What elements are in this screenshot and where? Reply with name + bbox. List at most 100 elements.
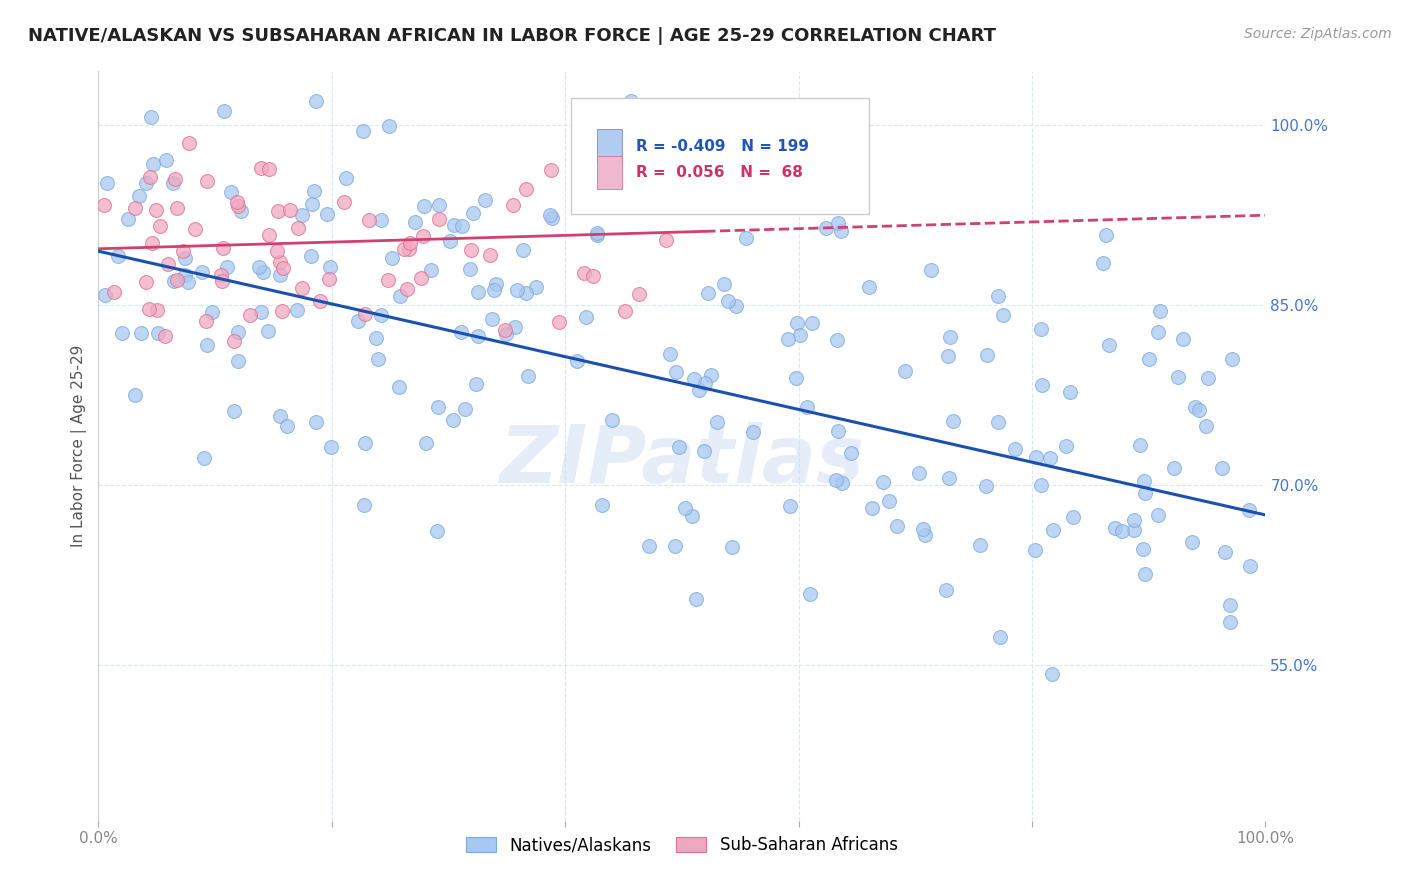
Point (194, 314, 217, 328)
Point (893, 364, 915, 378)
Point (184, 222, 207, 236)
Point (658, 346, 681, 360)
Point (720, 541, 742, 555)
Point (451, 219, 474, 233)
Point (250, 161, 273, 175)
Point (163, 171, 186, 186)
Point (664, 539, 686, 553)
Point (301, 196, 323, 211)
Point (1025, 450, 1047, 465)
Point (392, 242, 415, 256)
Point (214, 104, 236, 119)
Text: R = -0.409   N = 199: R = -0.409 N = 199 (637, 139, 810, 153)
Point (1197, 371, 1219, 385)
Point (799, 587, 821, 601)
Point (725, 300, 748, 314)
Point (503, 320, 526, 334)
Point (681, 508, 703, 523)
Point (651, 198, 673, 212)
Point (1211, 461, 1233, 475)
Point (271, 261, 294, 276)
Point (506, 283, 529, 297)
Point (485, 277, 508, 292)
Point (494, 323, 516, 337)
Point (250, 305, 273, 319)
Point (516, 368, 538, 383)
Point (814, 220, 837, 235)
Point (141, 110, 163, 124)
Point (427, 400, 450, 414)
Point (1122, 513, 1144, 527)
Text: Source: ZipAtlas.com: Source: ZipAtlas.com (1244, 27, 1392, 41)
Point (717, 293, 740, 308)
Point (547, 315, 569, 329)
Point (478, 247, 501, 261)
Point (148, 326, 170, 340)
Point (655, 233, 678, 247)
Point (226, 354, 249, 368)
Point (1180, 535, 1202, 549)
Point (93, 198, 115, 212)
Point (252, 264, 274, 278)
Point (1031, 378, 1053, 392)
Point (920, 263, 942, 277)
Point (623, 106, 645, 120)
Point (364, 331, 387, 345)
Point (107, 250, 129, 264)
Point (138, 301, 160, 316)
Text: NATIVE/ALASKAN VS SUBSAHARAN AFRICAN IN LABOR FORCE | AGE 25-29 CORRELATION CHAR: NATIVE/ALASKAN VS SUBSAHARAN AFRICAN IN … (28, 27, 995, 45)
Point (540, 162, 562, 177)
Point (541, 211, 564, 225)
Point (688, 384, 710, 398)
Point (197, 174, 219, 188)
Point (425, 524, 447, 538)
Point (195, 338, 218, 352)
Point (831, 476, 853, 491)
Point (257, 162, 280, 177)
Point (333, 195, 356, 210)
Point (222, 404, 245, 418)
Point (269, 409, 291, 424)
Point (942, 414, 965, 428)
Point (665, 365, 688, 379)
Point (190, 265, 212, 279)
Point (94, 288, 117, 302)
Point (427, 198, 450, 212)
Point (1122, 524, 1144, 538)
Point (839, 446, 862, 460)
Point (209, 268, 232, 283)
Point (124, 201, 146, 215)
Point (582, 269, 605, 284)
Point (142, 157, 165, 171)
Point (939, 330, 962, 344)
Point (567, 189, 589, 203)
Point (412, 199, 434, 213)
Point (938, 470, 960, 484)
Point (825, 333, 848, 347)
Point (269, 255, 291, 269)
Point (830, 224, 852, 238)
Point (1239, 558, 1261, 573)
Point (381, 252, 404, 266)
Point (269, 268, 291, 282)
Point (1133, 475, 1156, 489)
Point (346, 314, 368, 328)
Point (135, 275, 157, 289)
Text: R =  0.056   N =  68: R = 0.056 N = 68 (637, 165, 803, 180)
Point (287, 303, 309, 318)
Point (309, 293, 332, 308)
Point (786, 316, 808, 330)
Point (860, 501, 883, 516)
Point (827, 216, 849, 230)
Point (224, 334, 246, 348)
Point (461, 206, 484, 220)
Point (141, 235, 163, 250)
Point (464, 376, 486, 391)
Point (354, 436, 377, 450)
Point (96, 176, 118, 190)
Point (172, 244, 194, 258)
Point (163, 274, 186, 288)
Point (193, 450, 215, 465)
Point (128, 189, 150, 203)
Point (166, 273, 188, 287)
